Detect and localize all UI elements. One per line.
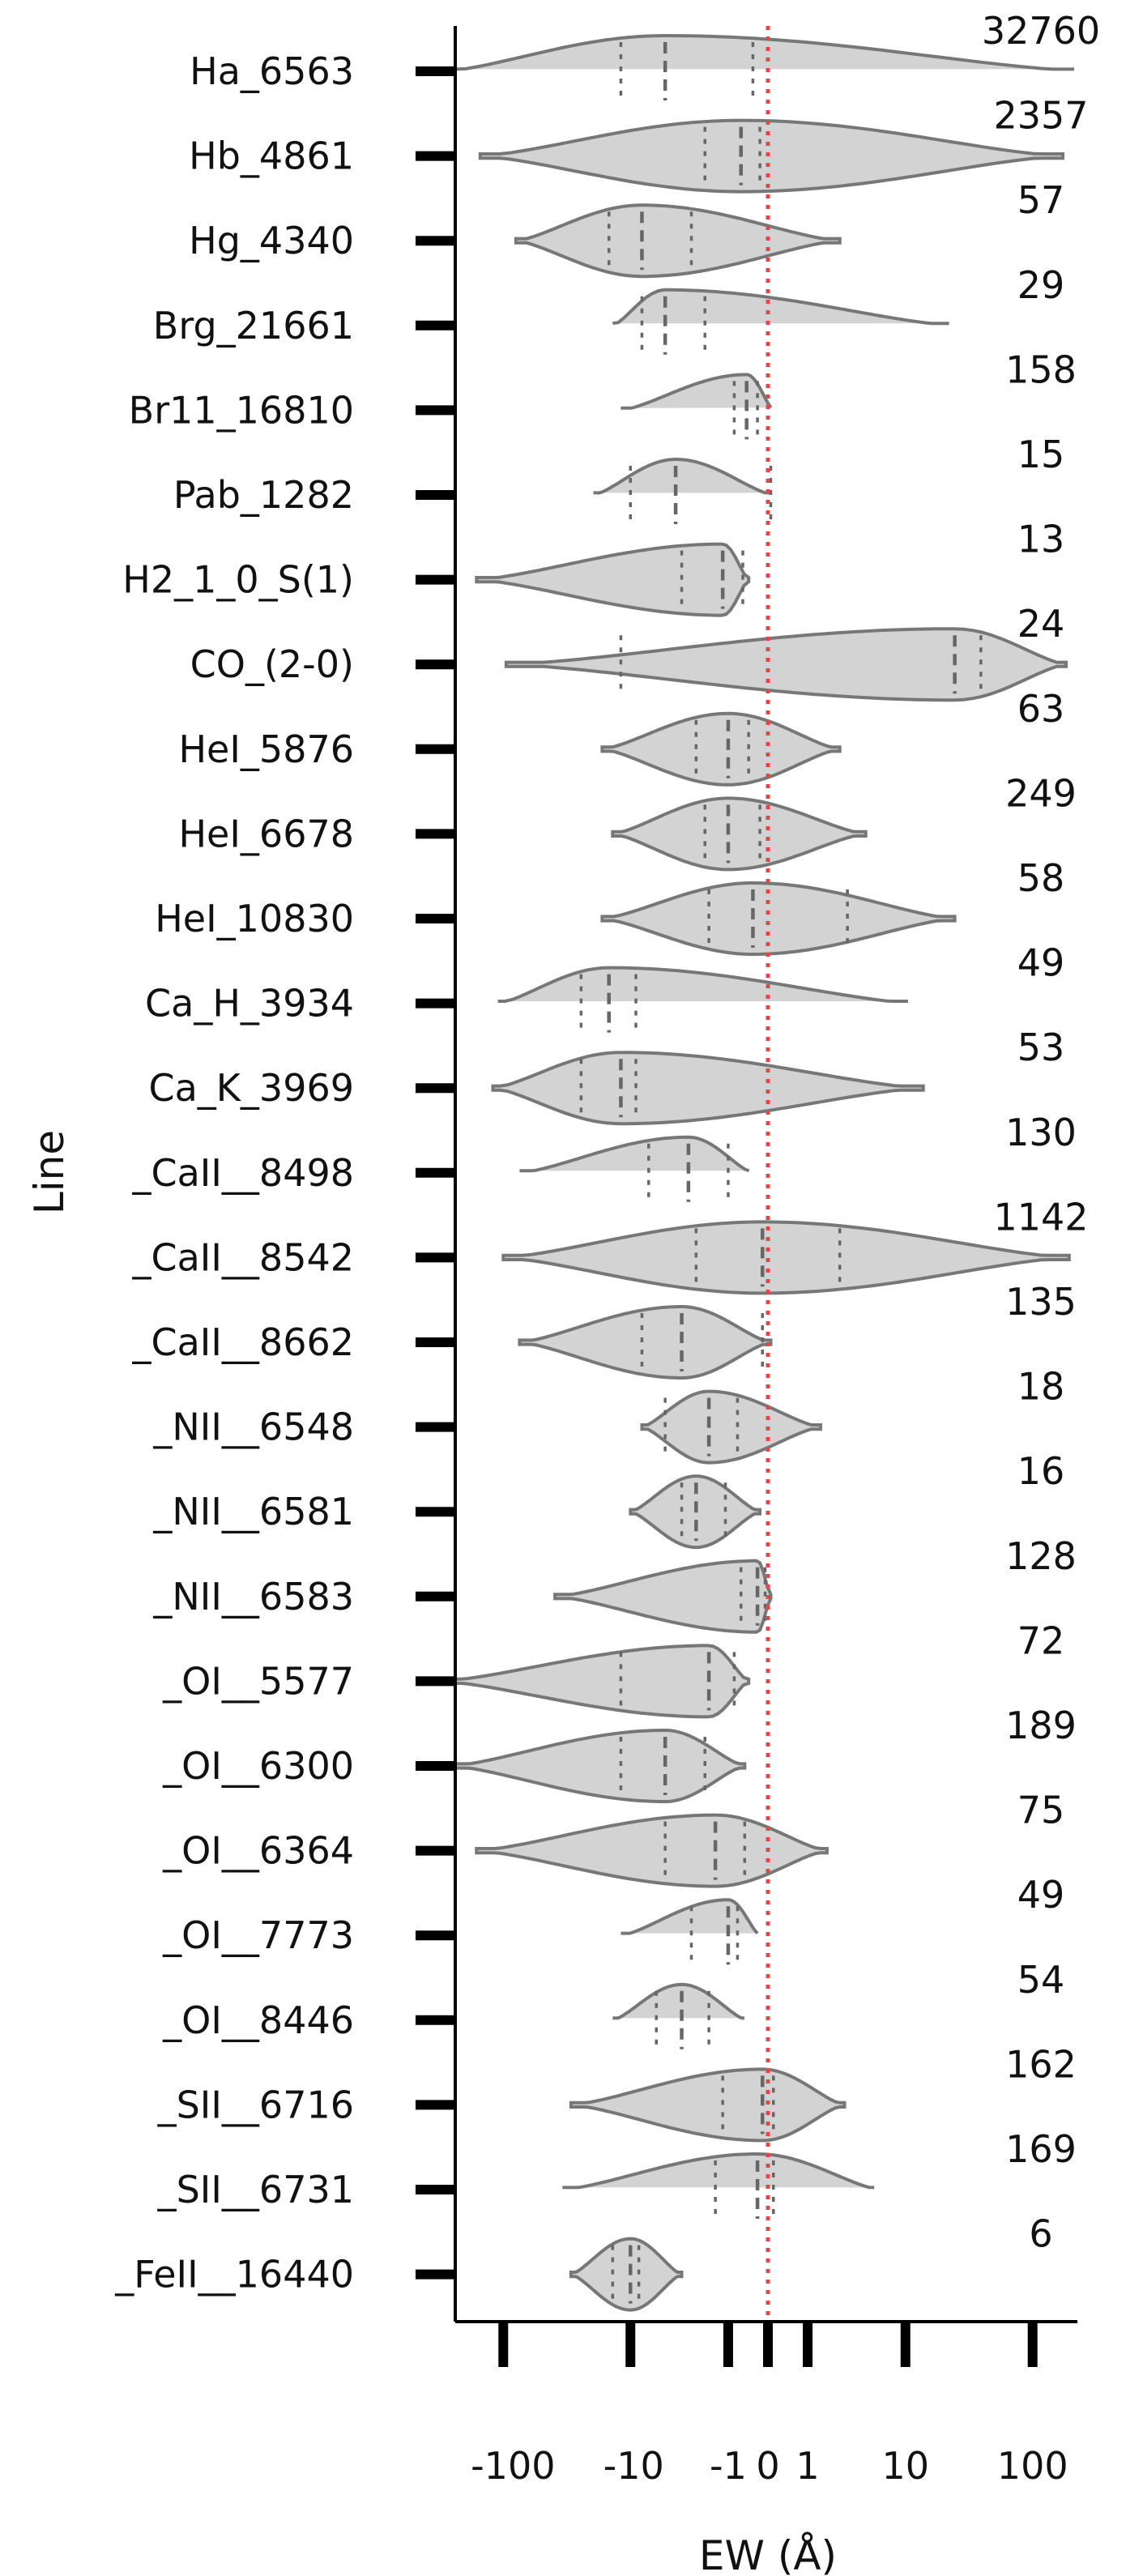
x-tick-label: 100 (997, 2444, 1068, 2488)
x-tick-label: -100 (471, 2444, 555, 2488)
category-label: _NII__6583 (152, 1575, 354, 1619)
x-axis-title: EW (Å) (699, 2532, 837, 2576)
category-labels: Ha_6563 Hb_4861 Hg_4340 Brg_21661 Br11_16810… (114, 49, 354, 2297)
x-tick-labels: -100 -10 -1 0 1 10 100 (471, 2444, 1068, 2488)
violin-_SII__6716 (569, 2067, 847, 2143)
category-label: Hb_4861 (189, 134, 354, 178)
count-label: 57 (1017, 178, 1065, 222)
count-label: 49 (1017, 941, 1065, 985)
violin-HeI_10830 (600, 881, 957, 956)
category-label: _OI__8446 (162, 1998, 354, 2042)
violin-_CaII__8662 (518, 1305, 773, 1380)
category-label: Brg_21661 (153, 304, 354, 348)
x-tick-label: -1 (710, 2444, 747, 2488)
violin-Hg_4340 (514, 203, 842, 279)
violin-_NII__6583 (553, 1559, 773, 1634)
count-label: 1142 (993, 1195, 1088, 1239)
category-label: _SII__6731 (157, 2168, 354, 2211)
category-label: _SII__6716 (157, 2083, 354, 2126)
violin-_CaII__8498 (519, 1135, 750, 1173)
count-label: 189 (1005, 1704, 1077, 1747)
y-axis (416, 26, 457, 2322)
violins-group (439, 33, 1074, 2312)
count-label: 18 (1017, 1365, 1065, 1409)
x-tick-label: -10 (603, 2444, 664, 2488)
category-label: _OI__7773 (162, 1913, 354, 1957)
count-label: 128 (1005, 1534, 1077, 1578)
violin-_OI__6364 (475, 1813, 829, 1888)
count-label: 24 (1017, 602, 1065, 646)
violin-_NII__6548 (640, 1389, 822, 1465)
category-label: Br11_16810 (129, 388, 354, 432)
count-label: 16 (1017, 1449, 1065, 1493)
count-label: 29 (1017, 263, 1065, 307)
category-label: _FeII__16440 (114, 2253, 354, 2297)
category-label: Ca_K_3969 (148, 1066, 354, 1110)
x-tick-label: 0 (756, 2444, 779, 2488)
category-label: _CaII__8662 (131, 1320, 354, 1364)
count-label: 54 (1017, 1958, 1065, 2002)
violin-Ca_K_3969 (491, 1051, 925, 1126)
count-label: 32760 (982, 9, 1100, 53)
violin-_OI__5577 (439, 1644, 751, 1719)
violin-_OI__8446 (612, 1982, 744, 2020)
violin-H2_1_0_S(1) (475, 542, 751, 617)
count-label: 63 (1017, 687, 1065, 731)
violin-Ca_H_3934 (497, 966, 908, 1003)
count-label: 53 (1017, 1026, 1065, 1069)
category-label: _NII__6581 (152, 1490, 354, 1533)
category-label: Ha_6563 (190, 49, 354, 93)
count-label: 130 (1005, 1111, 1077, 1154)
category-label: CO_(2-0) (190, 642, 354, 686)
count-label: 49 (1017, 1873, 1065, 1917)
violin-_OI__7773 (621, 1898, 759, 1935)
count-label: 13 (1017, 518, 1065, 561)
count-label: 58 (1017, 856, 1065, 900)
count-label: 2357 (993, 94, 1088, 138)
violin-_FeII__16440 (569, 2237, 684, 2312)
count-label: 169 (1005, 2127, 1077, 2171)
category-label: _OI__6364 (162, 1829, 354, 1873)
violin-CO_(2-0) (504, 627, 1068, 702)
count-label: 72 (1017, 1619, 1065, 1662)
category-label: Ca_H_3934 (145, 982, 354, 1026)
violin-HeI_6678 (611, 796, 868, 872)
category-label: _OI__5577 (162, 1659, 354, 1703)
category-label: H2_1_0_S(1) (122, 558, 354, 602)
violin-_SII__6731 (562, 2152, 875, 2190)
violin-HeI_5876 (600, 711, 842, 787)
violin-Brg_21661 (612, 288, 949, 326)
violin-Pab_1282 (593, 458, 770, 495)
count-label: 15 (1017, 433, 1065, 476)
count-labels: 32760 2357 57 29 158 15 13 24 63 249 58 49 53 130 1142… (982, 9, 1100, 2256)
x-tick-label: 10 (881, 2444, 929, 2488)
category-label: _CaII__8542 (131, 1235, 354, 1279)
category-label: HeI_10830 (155, 897, 354, 940)
count-label: 158 (1005, 348, 1077, 391)
category-label: Pab_1282 (173, 473, 354, 517)
category-label: Hg_4340 (189, 219, 354, 262)
x-axis (455, 2320, 1077, 2367)
count-label: 162 (1005, 2042, 1077, 2086)
count-label: 75 (1017, 1789, 1065, 1832)
x-tick-label: 1 (795, 2444, 819, 2488)
category-label: HeI_6678 (178, 812, 354, 855)
y-axis-title: Line (26, 1130, 73, 1214)
count-label: 249 (1005, 771, 1077, 815)
violin-Ha_6563 (444, 33, 1074, 71)
violin-_CaII__8542 (501, 1220, 1071, 1295)
category-label: HeI_5876 (178, 727, 354, 771)
category-label: _NII__6548 (152, 1405, 354, 1449)
violin-Hb_4861 (478, 118, 1064, 194)
count-label: 135 (1005, 1280, 1077, 1324)
category-label: _CaII__8498 (131, 1151, 354, 1195)
count-label: 6 (1029, 2212, 1052, 2256)
category-label: _OI__6300 (162, 1744, 354, 1788)
violin-_OI__6300 (449, 1729, 747, 1803)
